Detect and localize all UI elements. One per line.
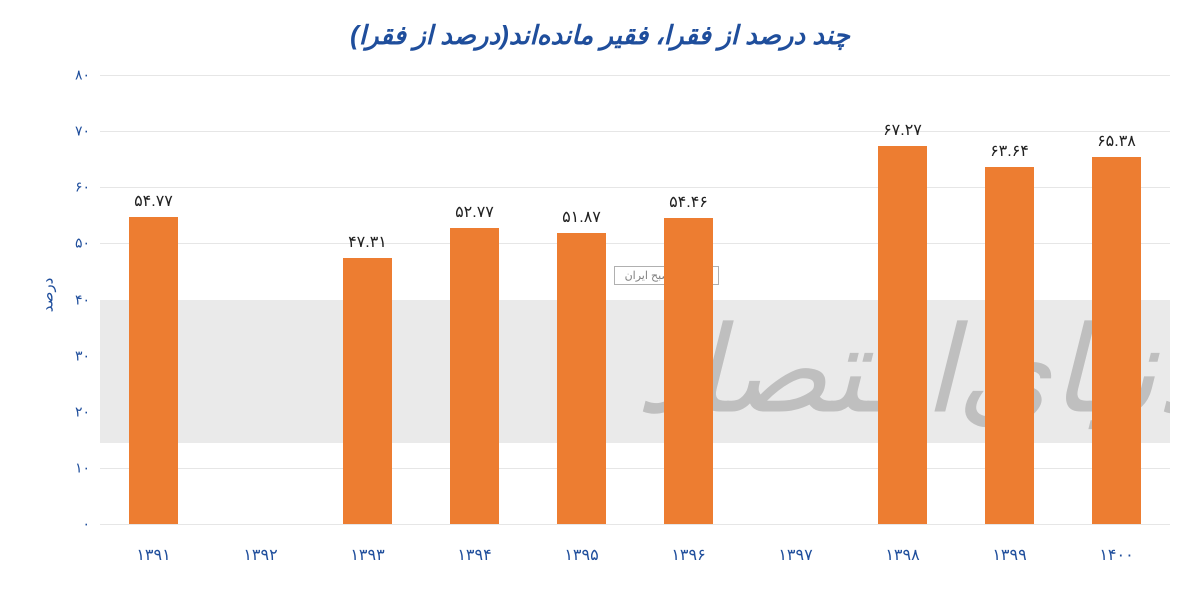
bar-slot	[207, 75, 314, 524]
bar	[878, 146, 927, 524]
bar-value-label: ۶۳.۶۴	[956, 141, 1063, 161]
chart-title: چند درصد از فقرا، فقیر مانده‌اند(درصد از…	[0, 0, 1200, 51]
bars-layer: ۵۴.۷۷ ۴۷.۳۱۵۲.۷۷۵۱.۸۷۵۴.۴۶ ۶۷.۲۷۶۳.۶۴۶۵.۳۸	[100, 75, 1170, 524]
bar-slot: ۶۳.۶۴	[956, 75, 1063, 524]
y-tick-label: ۰	[82, 516, 100, 533]
bar	[985, 167, 1034, 524]
bar-value-label: ۶۵.۳۸	[1063, 131, 1170, 151]
y-tick-label: ۸۰	[75, 67, 100, 84]
y-axis-label: درصد	[38, 278, 56, 313]
x-tick-label: ۱۴۰۰	[1063, 545, 1170, 565]
bar-slot: ۴۷.۳۱	[314, 75, 421, 524]
x-tick-label: ۱۳۹۲	[207, 545, 314, 565]
bar-slot	[742, 75, 849, 524]
bar-slot: ۶۷.۲۷	[849, 75, 956, 524]
x-tick-label: ۱۳۹۶	[635, 545, 742, 565]
gridline	[100, 524, 1170, 525]
bar-value-label: ۵۱.۸۷	[528, 207, 635, 227]
y-tick-label: ۷۰	[75, 123, 100, 140]
bar	[664, 218, 713, 524]
x-tick-label: ۱۳۹۳	[314, 545, 421, 565]
y-tick-label: ۱۰	[75, 459, 100, 476]
bar-value-label: ۵۴.۴۶	[635, 192, 742, 212]
bar-value-label: ۶۷.۲۷	[849, 120, 956, 140]
y-tick-label: ۳۰	[75, 347, 100, 364]
bar	[557, 233, 606, 524]
bar	[450, 228, 499, 524]
bar-slot: ۵۴.۷۷	[100, 75, 207, 524]
bar	[129, 217, 178, 524]
y-tick-label: ۲۰	[75, 403, 100, 420]
x-tick-label: ۱۳۹۴	[421, 545, 528, 565]
plot-area: دنیای‌اقتصاد روزنامه صبح ایران ۵۴.۷۷۴۷.۳…	[100, 75, 1170, 525]
bar-value-label: ۴۷.۳۱	[314, 232, 421, 252]
bar-slot: ۵۴.۴۶	[635, 75, 742, 524]
y-tick-label: ۵۰	[75, 235, 100, 252]
y-tick-label: ۴۰	[75, 291, 100, 308]
bar-slot: ۵۱.۸۷	[528, 75, 635, 524]
bar-value-label: ۵۴.۷۷	[100, 191, 207, 211]
x-tick-label: ۱۳۹۷	[742, 545, 849, 565]
x-tick-label: ۱۳۹۱	[100, 545, 207, 565]
x-tick-label: ۱۳۹۸	[849, 545, 956, 565]
x-tick-label: ۱۳۹۵	[528, 545, 635, 565]
y-tick-label: ۶۰	[75, 179, 100, 196]
chart-container: چند درصد از فقرا، فقیر مانده‌اند(درصد از…	[0, 0, 1200, 590]
bar-slot: ۶۵.۳۸	[1063, 75, 1170, 524]
bar-value-label: ۵۲.۷۷	[421, 202, 528, 222]
bar-slot: ۵۲.۷۷	[421, 75, 528, 524]
x-tick-label: ۱۳۹۹	[956, 545, 1063, 565]
bar	[343, 258, 392, 524]
bar	[1092, 157, 1141, 524]
